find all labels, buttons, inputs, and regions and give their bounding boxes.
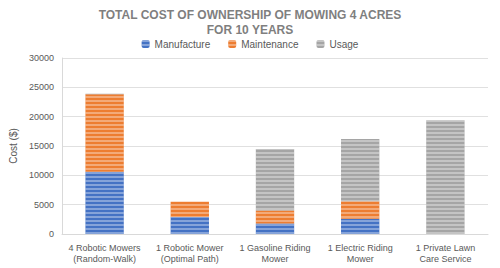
svg-text:25000: 25000 — [29, 82, 54, 92]
svg-text:1 Private Lawn: 1 Private Lawn — [416, 243, 476, 253]
svg-text:(Random-Walk): (Random-Walk) — [73, 254, 136, 264]
svg-text:10000: 10000 — [29, 170, 54, 180]
svg-text:15000: 15000 — [29, 141, 54, 151]
svg-text:TOTAL COST OF OWNERSHIP OF MOW: TOTAL COST OF OWNERSHIP OF MOWING 4 ACRE… — [99, 8, 402, 22]
svg-text:Care Service: Care Service — [419, 254, 471, 264]
svg-text:Mower: Mower — [347, 254, 374, 264]
svg-text:Manufacture: Manufacture — [155, 39, 211, 50]
svg-text:5000: 5000 — [34, 200, 54, 210]
svg-text:4 Robotic Mowers: 4 Robotic Mowers — [69, 243, 142, 253]
svg-text:30000: 30000 — [29, 53, 54, 63]
svg-text:1 Robotic Mower: 1 Robotic Mower — [156, 243, 224, 253]
svg-text:Cost ($): Cost ($) — [8, 128, 19, 164]
svg-text:Mower: Mower — [261, 254, 288, 264]
svg-text:(Optimal Path): (Optimal Path) — [161, 254, 219, 264]
svg-text:20000: 20000 — [29, 112, 54, 122]
svg-text:Usage: Usage — [329, 39, 358, 50]
svg-text:1 Electric Riding: 1 Electric Riding — [328, 243, 393, 253]
svg-text:Maintenance: Maintenance — [241, 39, 299, 50]
svg-text:1 Gasoline Riding: 1 Gasoline Riding — [239, 243, 310, 253]
svg-text:0: 0 — [49, 229, 54, 239]
svg-text:FOR 10 YEARS: FOR 10 YEARS — [207, 23, 293, 37]
